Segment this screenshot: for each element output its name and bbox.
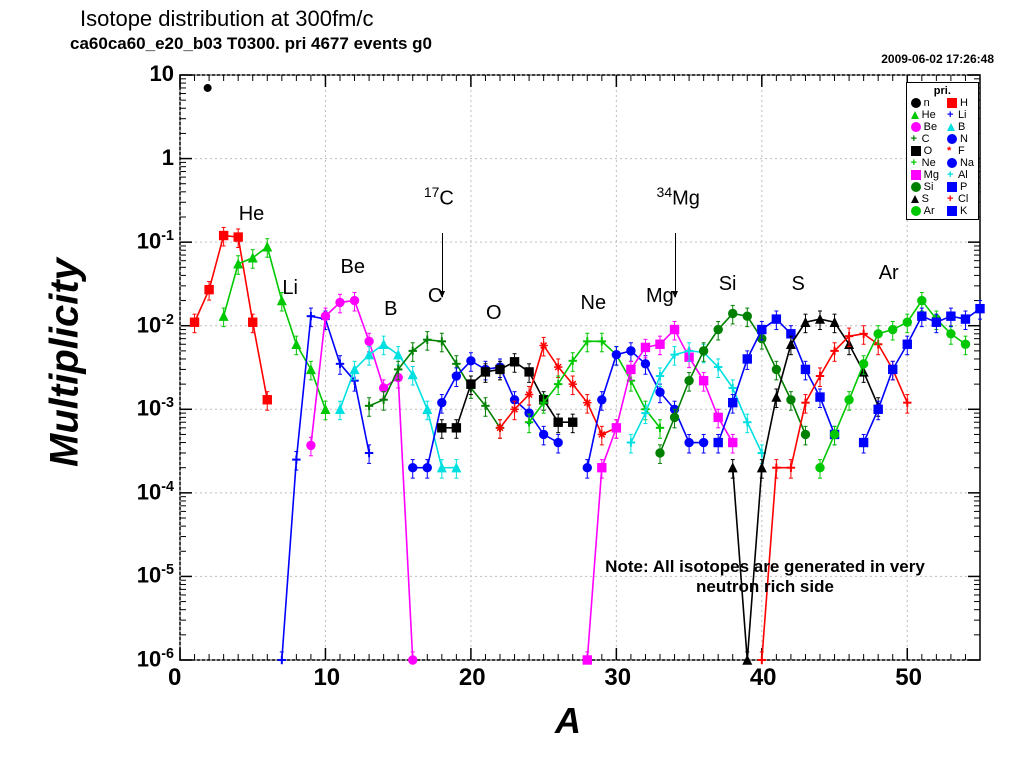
legend-item-Na: Na bbox=[947, 157, 974, 169]
arrow-label-Mg: 34Mg bbox=[657, 184, 700, 211]
y-tick: 10-4 bbox=[137, 479, 174, 505]
annot-Mg: Mg bbox=[646, 285, 674, 308]
legend-item-Al: +Al bbox=[947, 169, 974, 181]
legend-item-Be: Be bbox=[911, 121, 939, 133]
arrow-label-C: 17C bbox=[424, 184, 454, 211]
legend-title: pri. bbox=[911, 85, 974, 97]
chart-root: Isotope distribution at 300fm/c ca60ca60… bbox=[0, 0, 1024, 768]
annot-S: S bbox=[791, 273, 804, 296]
y-tick: 10-1 bbox=[137, 228, 174, 254]
x-tick: 20 bbox=[459, 664, 486, 692]
series-He bbox=[219, 239, 329, 420]
annot-Si: Si bbox=[719, 273, 737, 296]
legend-item-C: +C bbox=[911, 133, 939, 145]
y-tick: 1 bbox=[162, 145, 174, 171]
x-axis-label: A bbox=[555, 700, 581, 742]
legend-item-Si: Si bbox=[911, 181, 939, 193]
legend-item-Cl: +Cl bbox=[947, 193, 974, 205]
x-tick: 0 bbox=[168, 664, 181, 692]
y-tick: 10-2 bbox=[137, 312, 174, 338]
annot-He: He bbox=[239, 203, 265, 226]
series-Be bbox=[307, 292, 417, 664]
series-H bbox=[190, 227, 271, 410]
y-tick: 10 bbox=[150, 61, 174, 87]
legend: pri. nHeBe+CO+NeMgSiSAr H+LiBN*FNa+AlP+Cl… bbox=[906, 82, 979, 220]
annot-Ne: Ne bbox=[581, 292, 607, 315]
arrow-Mg bbox=[675, 233, 676, 297]
legend-item-Li: +Li bbox=[947, 109, 974, 121]
x-tick: 10 bbox=[313, 664, 340, 692]
series-Cl bbox=[758, 326, 912, 664]
legend-item-H: H bbox=[947, 97, 974, 109]
annot-B: B bbox=[384, 298, 397, 321]
note-line2: neutron rich side bbox=[696, 577, 834, 596]
legend-item-B: B bbox=[947, 121, 974, 133]
arrow-C bbox=[442, 233, 443, 297]
chart-note: Note: All isotopes are generated in very… bbox=[555, 557, 975, 597]
legend-item-Mg: Mg bbox=[911, 169, 939, 181]
legend-item-K: K bbox=[947, 205, 974, 217]
annot-O: O bbox=[486, 302, 502, 325]
legend-item-Ar: Ar bbox=[911, 205, 939, 217]
y-axis-label: Multiplicity bbox=[43, 233, 88, 493]
y-tick: 10-5 bbox=[137, 562, 174, 588]
annot-Be: Be bbox=[341, 256, 365, 279]
x-tick: 30 bbox=[604, 664, 631, 692]
legend-item-n: n bbox=[911, 97, 939, 109]
legend-item-S: S bbox=[911, 193, 939, 205]
y-tick: 10-3 bbox=[137, 395, 174, 421]
legend-item-O: O bbox=[911, 145, 939, 157]
legend-item-He: He bbox=[911, 109, 939, 121]
series-K bbox=[859, 301, 984, 453]
legend-item-P: P bbox=[947, 181, 974, 193]
x-tick: 50 bbox=[895, 664, 922, 692]
legend-item-N: N bbox=[947, 133, 974, 145]
legend-item-Ne: +Ne bbox=[911, 157, 939, 169]
note-line1: Note: All isotopes are generated in very bbox=[605, 557, 925, 576]
annot-Ar: Ar bbox=[879, 262, 899, 285]
x-tick: 40 bbox=[750, 664, 777, 692]
annot-Li: Li bbox=[282, 277, 298, 300]
legend-item-F: *F bbox=[947, 145, 974, 157]
